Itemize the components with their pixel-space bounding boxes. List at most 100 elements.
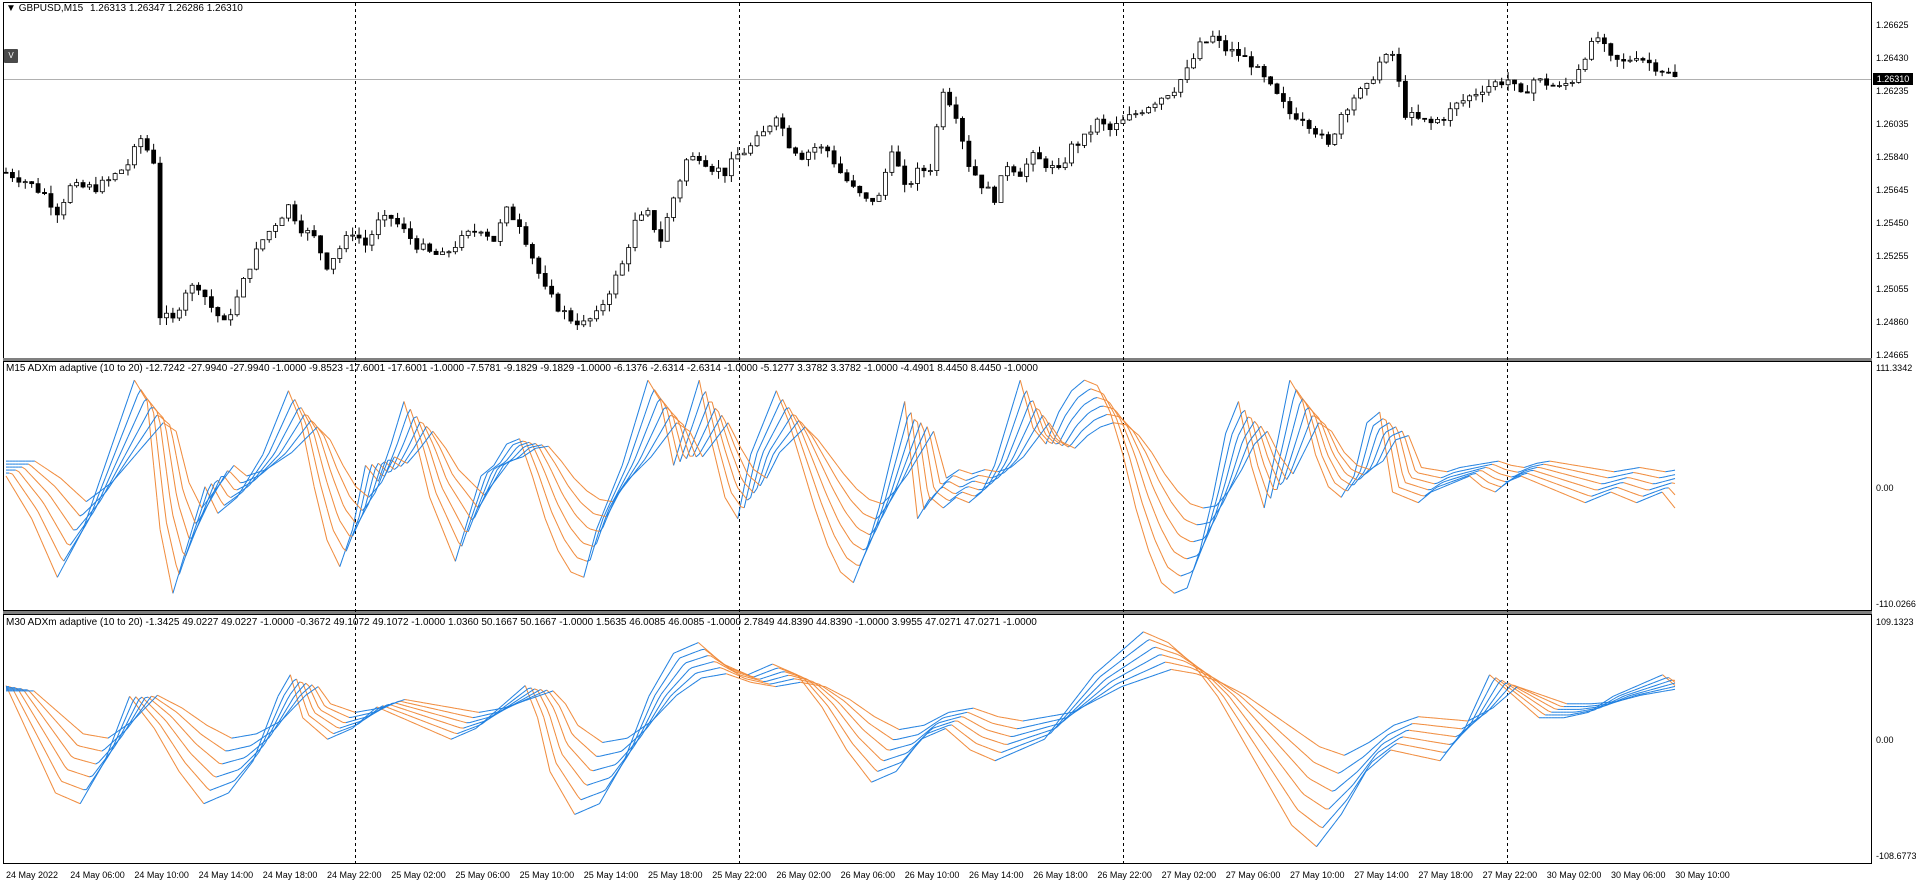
- adx-line-segment: [804, 440, 809, 450]
- adx-line-segment: [984, 478, 989, 486]
- adx-line-segment: [1411, 484, 1416, 487]
- adx-line-segment: [236, 491, 241, 494]
- adx-line-segment: [320, 724, 325, 728]
- adx-line-segment: [1221, 460, 1227, 476]
- adx-line-segment: [1665, 483, 1669, 486]
- adx-line-segment: [1130, 639, 1135, 643]
- adx-line-segment: [438, 500, 443, 508]
- adx-line-segment: [939, 482, 944, 485]
- adx-line-segment: [1130, 650, 1135, 654]
- adx-line-segment: [445, 477, 450, 485]
- adx-line-segment: [637, 442, 642, 451]
- candle-body: [979, 174, 985, 189]
- adx-line-segment: [422, 439, 427, 445]
- adx-line-segment: [477, 488, 482, 493]
- adx-line-segment: [1414, 500, 1419, 504]
- adx-line-segment: [1127, 642, 1132, 646]
- adx-line-segment: [432, 724, 436, 727]
- adx-line-segment: [1124, 644, 1129, 649]
- adx-line-segment: [1398, 486, 1403, 490]
- adx-line-segment: [44, 504, 49, 511]
- adx-line-segment: [1158, 642, 1163, 645]
- adx-line-segment: [705, 437, 710, 444]
- adx-line-segment: [1603, 699, 1608, 703]
- candle-body: [106, 179, 112, 182]
- adx-line-segment: [1382, 431, 1387, 437]
- candle-body: [497, 222, 503, 242]
- candle-body: [1492, 81, 1498, 87]
- adx-line-segment: [743, 493, 748, 508]
- adx-line-segment: [1105, 669, 1110, 673]
- adx-line-segment: [1662, 470, 1666, 473]
- adx-line-segment: [278, 424, 283, 432]
- adx-line-segment: [124, 463, 129, 468]
- adx-line-segment: [127, 429, 132, 438]
- adx-line-segment: [407, 719, 412, 723]
- adx-line-segment: [1501, 473, 1506, 476]
- adx-line-segment: [1013, 449, 1018, 457]
- adx-line-segment: [570, 571, 575, 574]
- adx-line-segment: [1331, 449, 1336, 457]
- adx-line-segment: [1346, 798, 1351, 804]
- adx-line-segment: [370, 709, 375, 713]
- adx-line-segment: [878, 502, 883, 505]
- adx-line-segment: [92, 506, 97, 511]
- adx-line-segment: [1149, 634, 1153, 637]
- adx-line-segment: [237, 776, 242, 782]
- adx-line-segment: [788, 428, 793, 434]
- adx-line-segment: [302, 682, 307, 692]
- adx-line-segment: [750, 464, 755, 470]
- adx-line-segment: [1385, 429, 1390, 433]
- adx-line-segment: [920, 433, 925, 441]
- adx-line-segment: [181, 742, 186, 747]
- adx-line-segment: [1263, 484, 1268, 494]
- adx-line-segment: [965, 479, 970, 481]
- adx-line-segment: [275, 414, 280, 423]
- adx-line-segment: [1379, 436, 1384, 446]
- adx-line-segment: [275, 458, 280, 463]
- adx-line-segment: [1552, 461, 1557, 463]
- adx-line-segment: [1199, 538, 1204, 541]
- adx-line-segment: [1549, 464, 1554, 467]
- adx-line-segment: [230, 499, 235, 504]
- candle-body: [1396, 53, 1402, 82]
- adx-line-segment: [1180, 588, 1185, 592]
- adx-line-segment: [441, 727, 446, 730]
- adx-line-segment: [1026, 448, 1031, 453]
- adx-line-segment: [1616, 695, 1620, 698]
- adx-line-segment: [34, 506, 39, 513]
- adx-line-segment: [419, 457, 424, 471]
- adx-line-segment: [1365, 765, 1370, 772]
- adx-line-segment: [345, 727, 350, 730]
- adx-line-segment: [117, 450, 123, 459]
- adx-line-segment: [236, 493, 241, 497]
- adx-line-segment: [1244, 729, 1249, 736]
- adx-line-segment: [583, 487, 588, 492]
- adx-line-segment: [1013, 390, 1018, 402]
- adx-line-segment: [1135, 443, 1140, 451]
- adx-line-segment: [397, 457, 402, 461]
- adx-line-segment: [1097, 397, 1101, 400]
- adx-line-segment: [1578, 471, 1583, 473]
- adx-line-segment: [1294, 827, 1299, 831]
- candle-body: [1325, 134, 1331, 145]
- adx-line-segment: [1286, 465, 1291, 470]
- candle-body: [1043, 158, 1049, 169]
- adx-line-segment: [1124, 655, 1129, 659]
- adx-line-segment: [1588, 487, 1592, 490]
- adx-line-segment: [246, 479, 251, 482]
- adx-line-segment: [923, 441, 928, 448]
- adx-line-segment: [304, 436, 309, 441]
- adx-line-segment: [355, 486, 360, 490]
- adx-line-segment: [740, 448, 745, 454]
- pane-separator-1[interactable]: [3, 358, 1872, 361]
- adx-line-segment: [670, 414, 674, 417]
- adx-line-segment: [390, 433, 395, 445]
- pane-separator-2[interactable]: [3, 611, 1872, 614]
- adx-line-segment: [1379, 451, 1384, 459]
- candle-body: [369, 234, 375, 246]
- adx-line-segment: [220, 477, 225, 483]
- adx-line-segment: [1135, 507, 1140, 519]
- candle-body: [228, 314, 234, 321]
- adx-line-segment: [778, 666, 782, 669]
